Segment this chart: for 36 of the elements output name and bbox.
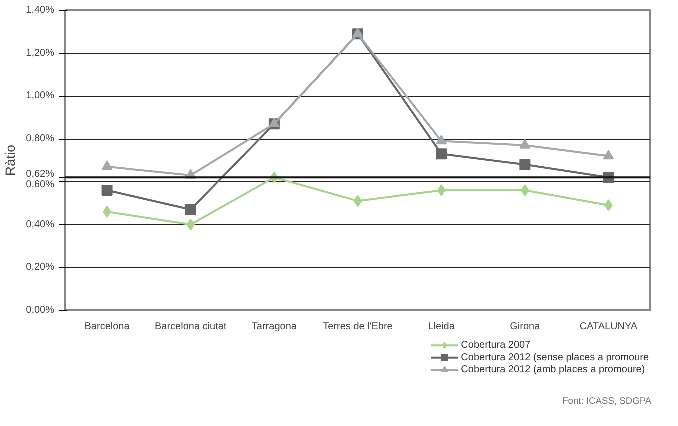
y-tick-label: 1,40%: [26, 5, 55, 16]
point: [102, 160, 113, 170]
point: [102, 185, 113, 196]
legend-label: Cobertura 2012 (amb places a promoure): [461, 364, 646, 376]
legend-label: Cobertura 2012 (sense places a promoure: [461, 352, 650, 364]
point: [354, 195, 362, 208]
x-tick-label: Lleida: [428, 322, 456, 332]
x-tick-label: Girona: [510, 322, 541, 332]
x-tick-label: Terres de l'Ebre: [323, 322, 394, 332]
y-tick-label: 0,62%: [26, 168, 55, 180]
point: [520, 139, 531, 149]
point: [186, 218, 196, 231]
y-tick-label: 0,00%: [26, 305, 55, 316]
point: [436, 148, 448, 160]
y-tick-label: 0,40%: [26, 219, 55, 230]
text: Font: ICASS, SDGPA: [562, 396, 652, 406]
y-tick-label: 1,00%: [26, 90, 55, 102]
y-axis-title: Ràtio: [3, 144, 18, 176]
point: [436, 134, 448, 145]
point: [604, 200, 613, 212]
x-tick-label: Barcelona: [84, 322, 130, 332]
y-tick-label: 0,60%: [26, 180, 55, 191]
point: [603, 150, 614, 160]
x-tick-label: CATALUNYA: [580, 322, 638, 332]
point: [437, 184, 446, 196]
point: [520, 159, 531, 170]
y-tick-label: 1,20%: [26, 48, 55, 59]
legend-label: Cobertura 2007: [461, 340, 532, 352]
x-tick-label: Tarragona: [252, 322, 298, 332]
x-tick-label: Barcelona ciutat: [155, 322, 227, 332]
point: [185, 204, 196, 216]
point: [352, 28, 364, 38]
y-tick-label: 0,80%: [26, 134, 55, 145]
point: [520, 184, 530, 196]
y-tick-label: 0,20%: [26, 262, 55, 274]
point: [268, 118, 280, 128]
